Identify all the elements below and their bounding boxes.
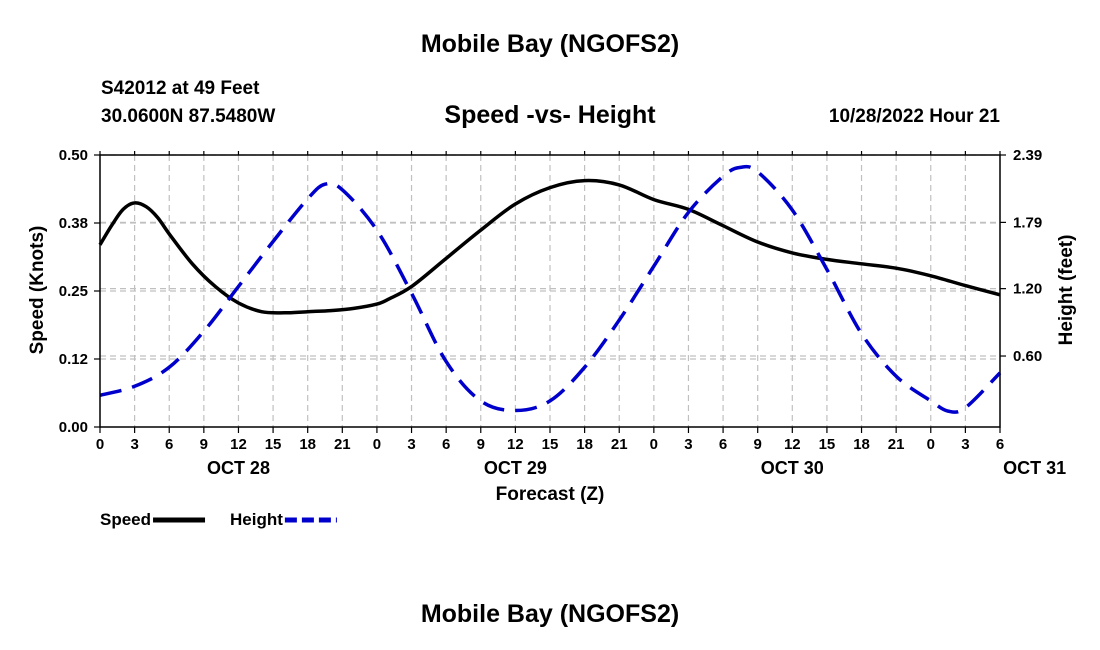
x-tick-label: 6 <box>442 436 450 453</box>
series-layer <box>98 164 1002 414</box>
x-tick-label: 12 <box>230 436 247 453</box>
x-date-label: OCT 31 <box>1003 458 1066 478</box>
x-tick-label: 15 <box>542 436 559 453</box>
axis-layer: 0 3 6 9 12 15 18 21 0 3 6 9 12 15 18 21 0 3 6 9 12 15 18 21 0 3 6 O… <box>59 147 1066 478</box>
x-tick-label: 0 <box>96 436 104 453</box>
chart-title-top: Mobile Bay (NGOFS2) <box>420 30 680 58</box>
chart-subtitle: Speed -vs- Height <box>444 101 656 129</box>
x-tick-label: 18 <box>299 436 316 453</box>
x-tick-label: 6 <box>996 436 1004 453</box>
y-tick-label-right: 1.20 <box>1013 281 1042 298</box>
legend-label-height: Height <box>230 510 283 529</box>
grid-layer <box>100 154 1000 427</box>
x-axis-title: Forecast (Z) <box>496 484 605 505</box>
forecast-datetime: 10/28/2022 Hour 21 <box>828 106 1000 127</box>
x-tick-label: 0 <box>373 436 381 453</box>
x-tick-label: 3 <box>407 436 415 453</box>
y-axis-title-right: Height (feet) <box>1056 235 1077 346</box>
x-tick-label: 18 <box>576 436 593 453</box>
x-tick-label: 12 <box>507 436 524 453</box>
y-tick-label-right: 0.60 <box>1013 348 1042 365</box>
x-tick-label: 3 <box>130 436 138 453</box>
x-date-label: OCT 28 <box>207 458 270 478</box>
coordinates-label: 30.0600N 87.5480W <box>101 106 276 127</box>
x-tick-label: 15 <box>265 436 282 453</box>
x-tick-label: 0 <box>927 436 935 453</box>
legend-label-speed: Speed <box>100 510 151 529</box>
x-tick-label: 15 <box>819 436 836 453</box>
x-tick-label: 21 <box>611 436 628 453</box>
x-tick-label: 6 <box>165 436 173 453</box>
x-tick-label: 9 <box>200 436 208 453</box>
y-axis-title-left: Speed (Knots) <box>27 226 48 355</box>
chart-title-bottom: Mobile Bay (NGOFS2) <box>420 600 680 628</box>
x-tick-label: 21 <box>334 436 351 453</box>
station-label: S42012 at 49 Feet <box>101 78 260 99</box>
x-tick-label: 3 <box>961 436 969 453</box>
series-line-speed <box>98 178 1001 315</box>
series-line-height <box>99 164 1002 414</box>
y-tick-label-left: 0.25 <box>59 283 88 300</box>
x-tick-label: 21 <box>888 436 905 453</box>
y-tick-label-left: 0.00 <box>59 419 88 436</box>
legend: Speed Height <box>100 510 337 529</box>
x-tick-label: 9 <box>754 436 762 453</box>
y-tick-label-left: 0.12 <box>59 351 88 368</box>
x-tick-label: 3 <box>684 436 692 453</box>
x-tick-label: 12 <box>784 436 801 453</box>
y-tick-label-right: 2.39 <box>1013 147 1042 164</box>
x-tick-label: 9 <box>477 436 485 453</box>
y-tick-label-left: 0.50 <box>59 147 88 164</box>
x-tick-label: 6 <box>719 436 727 453</box>
x-date-label: OCT 30 <box>761 458 824 478</box>
y-tick-label-right: 1.79 <box>1013 214 1042 231</box>
x-tick-label: 0 <box>650 436 658 453</box>
x-date-label: OCT 29 <box>484 458 547 478</box>
y-tick-label-left: 0.38 <box>59 215 88 232</box>
x-tick-label: 18 <box>853 436 870 453</box>
